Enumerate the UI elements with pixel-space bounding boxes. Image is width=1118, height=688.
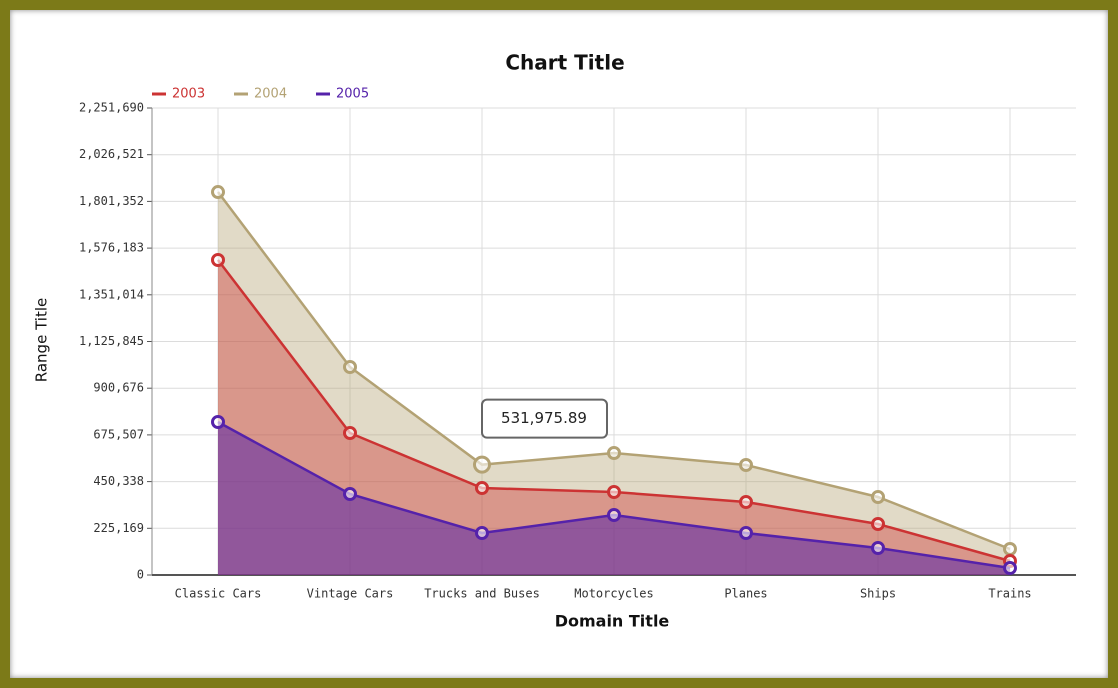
y-tick-label: 1,125,845: [79, 334, 144, 348]
y-tick-label: 900,676: [93, 381, 144, 395]
area: [218, 422, 1010, 575]
y-tick-label: 2,251,690: [79, 101, 144, 115]
point: [871, 517, 885, 532]
y-tick-label: 675,507: [93, 427, 144, 441]
chart-title: Chart Title: [505, 51, 624, 75]
point: [739, 457, 753, 472]
y-tick-label: 1,801,352: [79, 194, 144, 208]
point: [475, 480, 489, 495]
legend-label: 2004: [254, 87, 287, 102]
point: [211, 185, 225, 200]
y-tick-label: 450,338: [93, 474, 144, 488]
point: [739, 494, 753, 509]
x-tick-label: Classic Cars: [175, 587, 262, 601]
x-axis-title: Domain Title: [555, 612, 670, 631]
y-axis-title: Range Title: [33, 298, 51, 382]
x-tick-label: Planes: [724, 587, 767, 601]
x-tick-label: Vintage Cars: [307, 587, 394, 601]
y-tick-label: 1,576,183: [79, 241, 144, 255]
point: [607, 507, 621, 522]
point: [607, 446, 621, 461]
point: [473, 455, 491, 474]
point: [871, 540, 885, 555]
tooltip-box: [481, 398, 608, 439]
point: [1003, 541, 1017, 556]
point: [1003, 560, 1017, 575]
point: [871, 489, 885, 504]
point: [475, 526, 489, 541]
y-tick-label: 0: [137, 568, 144, 582]
point: [343, 486, 357, 501]
x-tick-label: Ships: [860, 587, 896, 601]
x-tick-label: Trains: [988, 587, 1031, 601]
point: [343, 425, 357, 440]
legend-label: 2003: [172, 87, 205, 102]
point: [211, 253, 225, 268]
x-tick-label: Motorcycles: [574, 587, 653, 601]
point: [343, 359, 357, 374]
area: [218, 192, 1010, 576]
y-tick-label: 225,169: [93, 521, 144, 535]
point: [739, 526, 753, 541]
x-tick-label: Trucks and Buses: [424, 587, 540, 601]
tooltip-text: 531,975.89: [501, 409, 587, 427]
point: [607, 484, 621, 499]
point: [211, 415, 225, 430]
y-tick-label: 2,026,521: [79, 147, 144, 161]
area: [218, 260, 1010, 575]
legend-label: 2005: [336, 87, 369, 102]
y-tick-label: 1,351,014: [79, 287, 144, 301]
